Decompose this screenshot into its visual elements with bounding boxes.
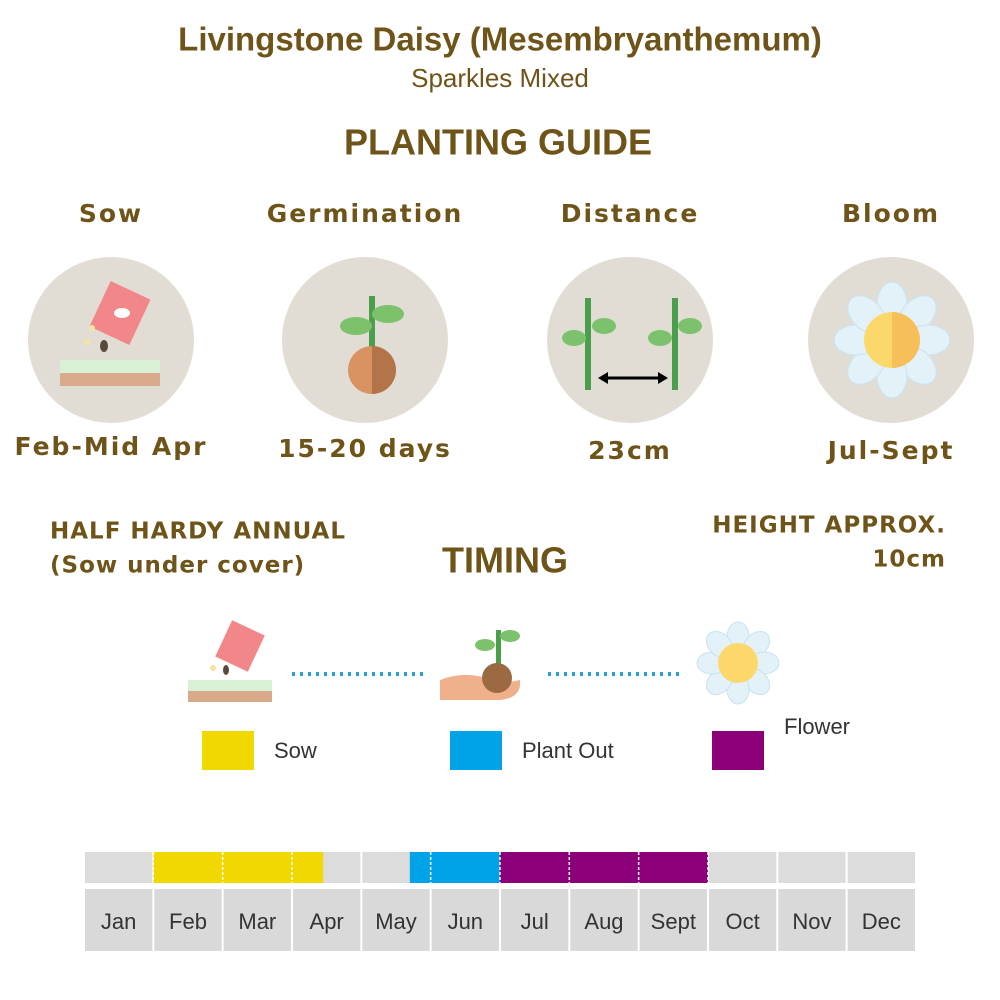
month-cell: [639, 889, 707, 951]
month-label: Jun: [448, 909, 483, 934]
month-label: Aug: [584, 909, 623, 934]
month-bar-cell: [847, 852, 915, 883]
month-label: May: [375, 909, 417, 934]
month-cell: [708, 889, 777, 951]
month-cell: [154, 889, 222, 951]
title: Livingstone Daisy (Mesembryanthemum): [178, 21, 822, 58]
month-label: Dec: [862, 909, 901, 934]
guide-label: Bloom: [842, 199, 940, 228]
guide-label: Distance: [561, 199, 700, 228]
timing-title: TIMING: [442, 540, 568, 581]
guide-label: Sow: [79, 199, 143, 228]
legend-label: Flower: [784, 714, 850, 739]
icon-circle: [282, 257, 448, 423]
legend-swatch: [202, 731, 254, 770]
month-cell: [778, 889, 846, 951]
legend-swatch: [712, 731, 764, 770]
guide-title: PLANTING GUIDE: [344, 122, 652, 163]
month-cell: [362, 889, 430, 951]
guide-items: Sow Feb-Mid Apr Germination 15-20 days Dista…: [15, 199, 974, 465]
month-label: Nov: [792, 909, 831, 934]
month-cell: [500, 889, 569, 951]
month-label: Jan: [101, 909, 136, 934]
month-label: Feb: [169, 909, 207, 934]
month-cell: [431, 889, 499, 951]
timeline-span: [409, 852, 500, 883]
month-bar-cell: [778, 852, 846, 883]
legend-label: Sow: [274, 738, 317, 763]
month-cell: [847, 889, 915, 951]
month-label: Oct: [726, 909, 760, 934]
timeline: Jan Feb Mar Apr May Jun Jul Aug Sept Oct Nov Dec: [83, 852, 917, 951]
subtitle: Sparkles Mixed: [411, 63, 589, 93]
note: (Sow under cover): [50, 553, 305, 579]
month-label: Jul: [521, 909, 549, 934]
legend: Sow Plant Out Flower: [202, 714, 850, 770]
timeline-span: [153, 852, 324, 883]
month-bar-cell: [708, 852, 777, 883]
guide-value: Jul-Sept: [826, 436, 955, 465]
month-label: Mar: [238, 909, 276, 934]
bloom-icon: [833, 281, 951, 399]
guide-value: Feb-Mid Apr: [15, 432, 208, 461]
month-bar-cell: [85, 852, 153, 883]
guide-label: Germination: [267, 199, 464, 228]
month-label: Sept: [651, 909, 696, 934]
sow-icon: [60, 281, 160, 386]
timing-icons: [188, 620, 780, 705]
month-label: Apr: [310, 909, 344, 934]
month-cell: [570, 889, 638, 951]
month-cell: [223, 889, 291, 951]
month-cell: [85, 889, 153, 951]
timeline-span: [499, 852, 708, 883]
distance-icon: [562, 298, 702, 390]
note: HEIGHT APPROX.: [712, 513, 946, 539]
legend-label: Plant Out: [522, 738, 614, 763]
note: 10cm: [872, 547, 946, 573]
legend-swatch: [450, 731, 502, 770]
note: HALF HARDY ANNUAL: [50, 519, 346, 545]
guide-value: 15-20 days: [278, 434, 452, 463]
month-cell: [292, 889, 361, 951]
guide-value: 23cm: [588, 436, 672, 465]
germination-icon: [340, 296, 404, 394]
